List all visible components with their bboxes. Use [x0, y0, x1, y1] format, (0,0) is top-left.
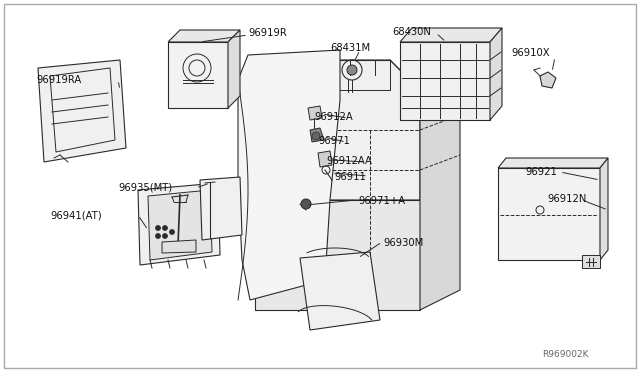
- Text: 96912AA: 96912AA: [326, 156, 372, 166]
- Polygon shape: [200, 177, 242, 240]
- Polygon shape: [308, 106, 322, 120]
- Polygon shape: [490, 28, 502, 120]
- Polygon shape: [138, 183, 220, 265]
- Polygon shape: [148, 190, 212, 260]
- Polygon shape: [168, 42, 228, 108]
- Polygon shape: [400, 42, 490, 120]
- Polygon shape: [540, 72, 556, 88]
- Text: 96911: 96911: [334, 172, 366, 182]
- Text: 96919R: 96919R: [248, 28, 287, 38]
- Circle shape: [347, 65, 357, 75]
- Text: 96912N: 96912N: [547, 194, 586, 204]
- Polygon shape: [228, 30, 240, 108]
- Circle shape: [163, 234, 168, 238]
- Polygon shape: [498, 168, 600, 260]
- Text: 96971+A: 96971+A: [358, 196, 405, 206]
- Text: 96930M: 96930M: [383, 238, 423, 248]
- Polygon shape: [255, 200, 420, 310]
- Circle shape: [301, 199, 311, 209]
- Polygon shape: [400, 28, 502, 42]
- Text: 96910X: 96910X: [511, 48, 550, 58]
- Polygon shape: [300, 252, 380, 330]
- Text: 96921: 96921: [525, 167, 557, 177]
- Polygon shape: [238, 50, 340, 300]
- Polygon shape: [255, 60, 420, 200]
- Text: 96971: 96971: [318, 136, 350, 146]
- Text: 96935(MT): 96935(MT): [118, 182, 172, 192]
- Polygon shape: [162, 240, 196, 253]
- Polygon shape: [498, 158, 608, 168]
- Polygon shape: [38, 60, 126, 162]
- Circle shape: [156, 234, 161, 238]
- Polygon shape: [420, 70, 460, 310]
- Text: R969002K: R969002K: [542, 350, 589, 359]
- Circle shape: [156, 225, 161, 231]
- Text: 96941(AT): 96941(AT): [50, 210, 102, 220]
- Polygon shape: [310, 128, 324, 142]
- Circle shape: [312, 132, 320, 140]
- Circle shape: [170, 230, 175, 234]
- Text: 68430N: 68430N: [392, 27, 431, 37]
- Text: 68431M: 68431M: [330, 43, 370, 53]
- Circle shape: [163, 225, 168, 231]
- Polygon shape: [318, 151, 332, 167]
- Text: 96919RA: 96919RA: [36, 75, 81, 85]
- Polygon shape: [600, 158, 608, 260]
- Polygon shape: [582, 255, 600, 268]
- Polygon shape: [168, 30, 240, 42]
- Text: 96912A: 96912A: [314, 112, 353, 122]
